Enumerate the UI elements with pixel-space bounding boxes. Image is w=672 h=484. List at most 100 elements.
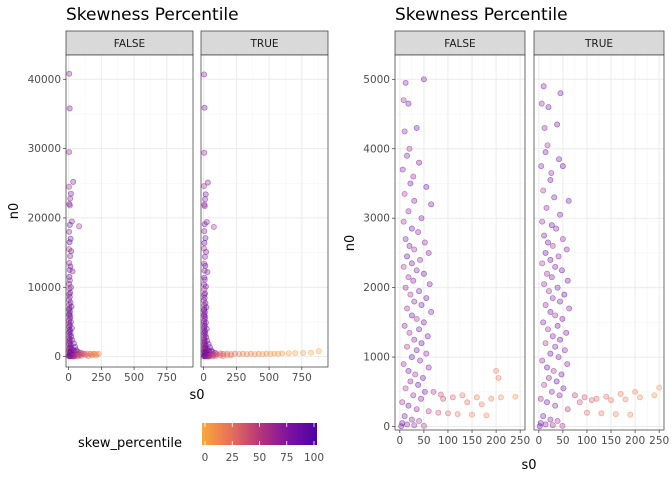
scatter-point bbox=[544, 399, 550, 406]
scatter-point bbox=[401, 413, 408, 420]
scatter-point bbox=[67, 253, 74, 260]
scatter-point bbox=[404, 421, 410, 428]
scatter-point bbox=[552, 343, 559, 350]
chart-left-facet-true-points bbox=[201, 71, 322, 360]
scatter-point bbox=[401, 322, 408, 329]
scatter-point bbox=[557, 298, 563, 305]
scatter-point bbox=[406, 329, 413, 336]
scatter-point bbox=[554, 322, 561, 329]
scatter-point bbox=[554, 418, 561, 424]
scatter-point bbox=[612, 411, 619, 417]
scatter-point bbox=[421, 388, 428, 395]
scatter-point bbox=[420, 422, 427, 429]
scatter-point bbox=[405, 208, 412, 215]
scatter-point bbox=[66, 70, 73, 77]
scatter-point bbox=[559, 236, 566, 242]
chart-left-facet-false-border bbox=[65, 54, 194, 368]
scatter-point bbox=[559, 422, 566, 429]
chart-right-facet-false-grid bbox=[395, 55, 525, 430]
scatter-point bbox=[66, 202, 73, 209]
scatter-point bbox=[203, 248, 210, 255]
y-tick-label: 4000 bbox=[363, 143, 390, 155]
chart-left-facet-true-border bbox=[200, 54, 329, 368]
scatter-point bbox=[488, 395, 495, 402]
scatter-point bbox=[70, 353, 77, 360]
legend-tick-label: 100 bbox=[304, 452, 324, 464]
scatter-point bbox=[425, 364, 432, 371]
scatter-point bbox=[416, 418, 423, 424]
scatter-point bbox=[201, 253, 208, 260]
scatter-point bbox=[202, 283, 209, 290]
x-tick-label: 50 bbox=[556, 435, 569, 447]
scatter-point bbox=[547, 350, 554, 357]
x-tick-label: 200 bbox=[625, 435, 645, 447]
scatter-point bbox=[549, 295, 556, 302]
chart-left-facet-false-points bbox=[66, 70, 102, 360]
scatter-point bbox=[201, 228, 208, 235]
chart-left: Skewness Percentile FALSE TRUE 0 10000 200… bbox=[7, 5, 329, 403]
scatter-point bbox=[418, 215, 425, 222]
scatter-point bbox=[559, 163, 566, 170]
scatter-point bbox=[563, 246, 570, 253]
scatter-point bbox=[405, 402, 412, 409]
scatter-point bbox=[548, 170, 555, 177]
scatter-point bbox=[405, 274, 412, 281]
scatter-point bbox=[445, 410, 451, 417]
chart-left-facet-false-grid bbox=[66, 55, 193, 367]
scatter-point bbox=[539, 357, 546, 364]
scatter-point bbox=[411, 422, 418, 429]
x-tick-label: 500 bbox=[259, 372, 279, 384]
scatter-point bbox=[538, 163, 545, 170]
scatter-point bbox=[423, 295, 430, 302]
scatter-point bbox=[400, 97, 407, 104]
chart-left-facet-false-strip bbox=[65, 30, 194, 56]
chart-right-facet-false-points bbox=[398, 76, 519, 430]
scatter-point bbox=[469, 411, 475, 418]
scatter-point bbox=[561, 291, 568, 298]
scatter-point bbox=[539, 218, 546, 225]
scatter-point bbox=[554, 284, 561, 291]
scatter-point bbox=[556, 156, 562, 163]
x-tick-label: 0 bbox=[65, 372, 72, 384]
scatter-point bbox=[275, 350, 282, 357]
scatter-point bbox=[405, 100, 412, 107]
scatter-point bbox=[547, 416, 554, 423]
y-tick-label: 2000 bbox=[363, 282, 390, 294]
scatter-point bbox=[556, 392, 563, 399]
scatter-point bbox=[220, 353, 226, 359]
scatter-point bbox=[300, 350, 307, 356]
chart-right-x-axis: 0 50 100 150 200 250 0 50 100 150 200 250 bbox=[396, 430, 669, 447]
scatter-point bbox=[423, 183, 430, 190]
scatter-point bbox=[67, 195, 74, 202]
scatter-point bbox=[549, 243, 556, 249]
y-tick-label: 3000 bbox=[363, 213, 390, 225]
scatter-point bbox=[593, 395, 600, 402]
scatter-point bbox=[66, 149, 73, 156]
scatter-point bbox=[402, 236, 409, 242]
scatter-point bbox=[68, 190, 74, 197]
x-tick-label: 150 bbox=[462, 435, 482, 447]
scatter-point bbox=[549, 422, 556, 429]
chart-left-title: Skewness Percentile bbox=[66, 5, 239, 25]
scatter-point bbox=[550, 368, 557, 374]
scatter-point bbox=[549, 333, 556, 340]
scatter-point bbox=[201, 203, 208, 210]
scatter-point bbox=[565, 197, 572, 204]
scatter-point bbox=[557, 336, 563, 343]
scatter-point bbox=[67, 235, 74, 242]
scatter-point bbox=[425, 408, 432, 415]
scatter-point bbox=[416, 159, 423, 166]
scatter-point bbox=[555, 253, 562, 260]
y-tick-label: 40000 bbox=[28, 74, 61, 86]
scatter-point bbox=[561, 347, 568, 354]
scatter-point bbox=[251, 351, 258, 358]
scatter-point bbox=[559, 315, 566, 322]
scatter-point bbox=[399, 399, 406, 406]
scatter-point bbox=[426, 281, 433, 288]
chart-right-facet-false-strip bbox=[394, 30, 526, 56]
scatter-point bbox=[202, 262, 209, 269]
x-tick-label: 250 bbox=[91, 372, 111, 384]
scatter-point bbox=[544, 270, 550, 277]
scatter-point bbox=[85, 353, 92, 359]
